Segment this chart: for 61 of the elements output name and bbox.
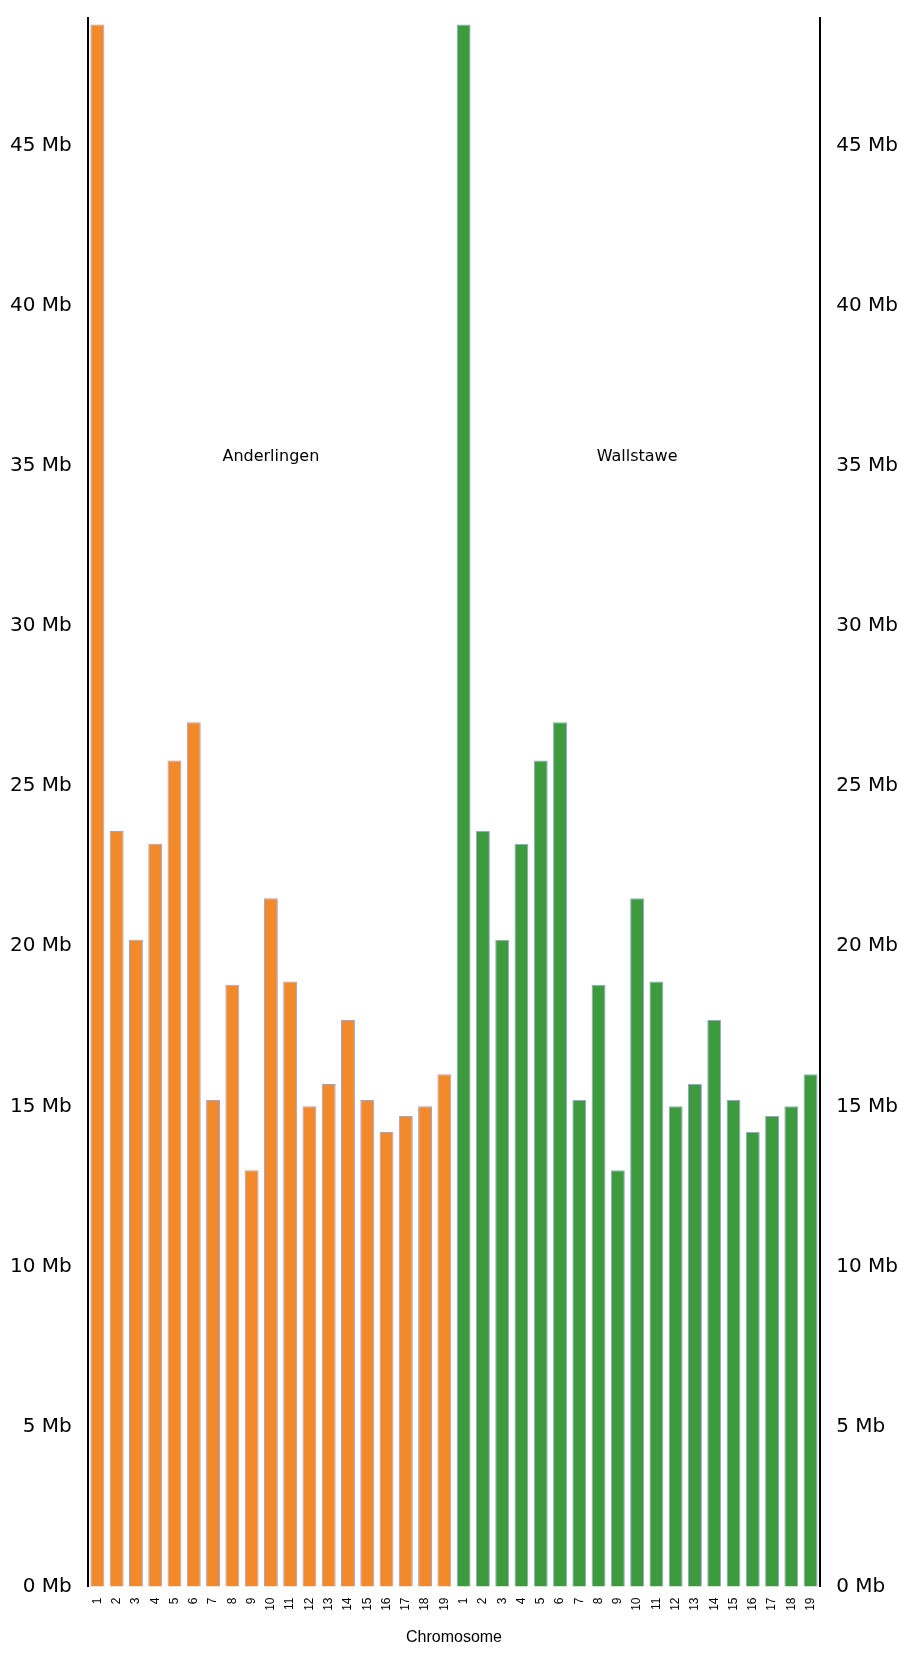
y-tick-label: 15 Mb (9, 1092, 72, 1117)
x-tick-label: 13 (687, 1597, 702, 1611)
y-tick-label: 25 Mb (9, 772, 72, 797)
x-tick-label: 8 (224, 1597, 239, 1605)
y2-tick-label: 10 Mb (836, 1252, 899, 1277)
x-tick-label: 5 (533, 1597, 548, 1605)
annotation: Wallstawe (596, 446, 678, 466)
x-tick-label: 6 (552, 1597, 567, 1605)
y-tick-label: 10 Mb (9, 1252, 72, 1277)
x-tick-label: 4 (147, 1597, 162, 1605)
y2-tick-label: 30 Mb (836, 612, 899, 637)
y-tick-label: 5 Mb (22, 1412, 72, 1437)
x-tick-label: 15 (725, 1597, 740, 1611)
y2-tick-label: 0 Mb (836, 1572, 886, 1597)
x-tick-label: 16 (745, 1597, 760, 1611)
x-tick-label: 10 (263, 1597, 278, 1611)
x-tick-label: 3 (494, 1597, 509, 1605)
x-tick-label: 9 (610, 1597, 625, 1605)
x-tick-label: 14 (706, 1597, 721, 1611)
x-tick-label: 4 (513, 1597, 528, 1605)
x-tick-label: 7 (571, 1597, 586, 1605)
x-tick-label: 17 (764, 1597, 779, 1611)
y-tick-label: 40 Mb (9, 292, 72, 317)
x-tick-label: 1 (455, 1597, 470, 1605)
x-tick-label: 15 (359, 1597, 374, 1611)
y2-tick-label: 5 Mb (836, 1412, 886, 1437)
x-tick-label: 2 (475, 1597, 490, 1605)
y2-tick-label: 15 Mb (836, 1092, 899, 1117)
y-tick-label: 30 Mb (9, 612, 72, 637)
x-tick-label: 6 (186, 1597, 201, 1605)
x-tick-label: 18 (783, 1597, 798, 1611)
x-tick-label: 19 (802, 1597, 817, 1611)
x-tick-label: 2 (108, 1597, 123, 1605)
x-tick-label: 8 (590, 1597, 605, 1605)
x-tick-label: 12 (667, 1597, 682, 1611)
y-tick-label: 0 Mb (22, 1572, 72, 1597)
x-tick-label: 3 (128, 1597, 143, 1605)
x-tick-label: 17 (398, 1597, 413, 1611)
x-tick-label: 10 (629, 1597, 644, 1611)
x-tick-label: 1 (89, 1597, 104, 1605)
x-tick-label: 9 (243, 1597, 258, 1605)
y-tick-label: 35 Mb (9, 452, 72, 477)
x-tick-label: 13 (321, 1597, 336, 1611)
x-axis-title: Chromosome (405, 1627, 503, 1645)
x-tick-label: 11 (648, 1597, 663, 1610)
y2-tick-label: 20 Mb (836, 932, 899, 957)
x-tick-label: 5 (166, 1597, 181, 1605)
y2-tick-label: 35 Mb (836, 452, 899, 477)
y-tick-label: 20 Mb (9, 932, 72, 957)
x-tick-label: 18 (417, 1597, 432, 1611)
x-tick-label: 19 (436, 1597, 451, 1611)
y-tick-label: 45 Mb (9, 132, 72, 157)
x-tick-label: 11 (282, 1597, 297, 1610)
x-tick-label: 12 (301, 1597, 316, 1611)
x-tick-label: 16 (378, 1597, 393, 1611)
y2-tick-label: 45 Mb (836, 132, 899, 157)
y2-tick-label: 25 Mb (836, 772, 899, 797)
annotation: Anderlingen (222, 446, 320, 466)
y2-tick-label: 40 Mb (836, 292, 899, 317)
x-tick-label: 14 (340, 1597, 355, 1611)
x-tick-label: 7 (205, 1597, 220, 1605)
